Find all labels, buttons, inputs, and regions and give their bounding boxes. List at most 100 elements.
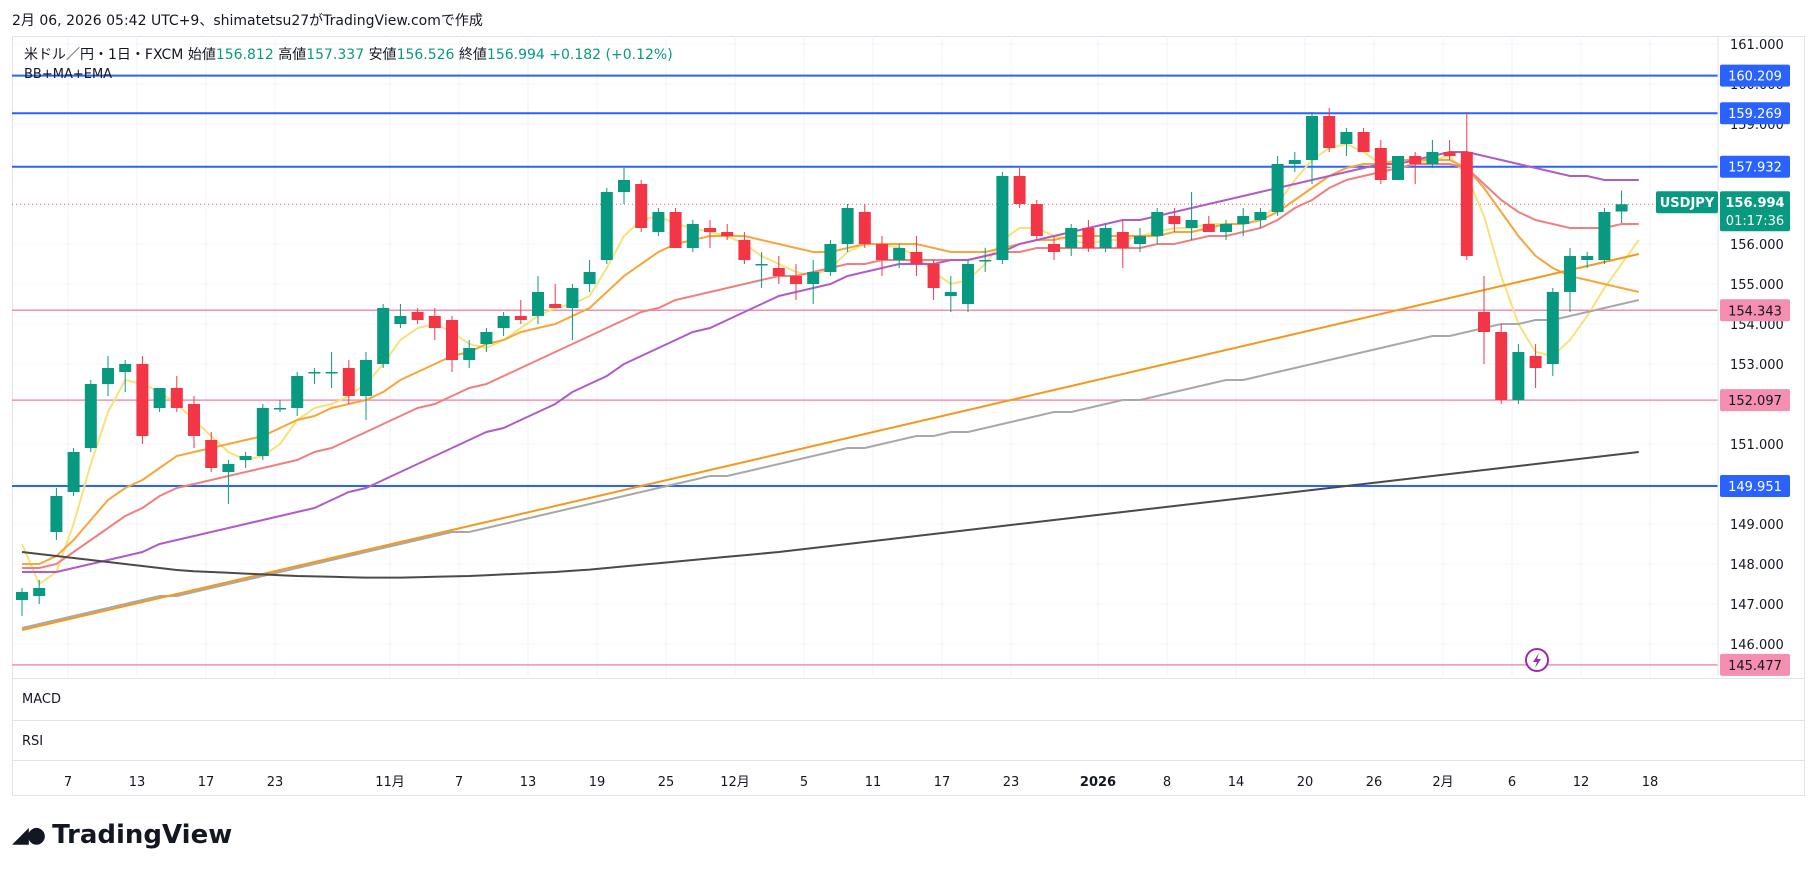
candle-body: [1082, 228, 1095, 248]
lightning-bolt: [1533, 653, 1541, 668]
candle-body: [927, 264, 940, 288]
tradingview-logo[interactable]: ◢● TradingView: [12, 820, 232, 850]
candle-body: [566, 288, 579, 308]
level-tag: [1720, 155, 1790, 178]
pane-separator[interactable]: [12, 720, 1805, 721]
candle-body: [600, 192, 613, 260]
candle-body: [635, 184, 648, 228]
candle-body: [16, 592, 28, 600]
candle-body: [480, 332, 493, 344]
candle-body: [1564, 256, 1576, 292]
candle-body: [1202, 224, 1215, 232]
candle-body: [428, 316, 441, 328]
pane-separator[interactable]: [12, 678, 1805, 679]
candle-body: [704, 228, 716, 232]
candle-body: [256, 408, 269, 456]
candle-body: [910, 252, 923, 264]
candle-body: [1426, 152, 1439, 164]
candle-body: [1323, 116, 1336, 148]
candle-body: [1306, 116, 1318, 160]
candle-body: [1460, 152, 1473, 256]
lightning-icon: [1525, 648, 1549, 672]
indicator-lines: [21, 142, 1640, 631]
price-tick-label: 149.000: [1730, 518, 1784, 533]
candle-body: [446, 320, 458, 360]
low-value: 156.526: [396, 47, 455, 63]
candle-body: [1512, 352, 1525, 400]
candle-body: [153, 388, 166, 408]
indicator-line: [21, 299, 1640, 629]
candles: [16, 108, 1628, 616]
candle-body: [1013, 176, 1026, 204]
candle-body: [1134, 236, 1146, 244]
level-tag: [1720, 299, 1790, 322]
candle-body: [1288, 160, 1301, 164]
time-tick-label: 2月: [1432, 775, 1453, 790]
high-label: 高値: [278, 47, 307, 63]
time-tick-label: 13: [129, 775, 146, 790]
time-tick-label: 7: [455, 775, 463, 790]
candle-body: [1065, 228, 1078, 248]
level-tag-value: 149.951: [1728, 480, 1782, 495]
level-tag-value: 159.269: [1728, 107, 1782, 122]
candle-body: [858, 212, 871, 244]
candle-body: [549, 304, 562, 308]
candle-body: [205, 440, 218, 468]
candle-body: [239, 456, 252, 460]
candle-body: [1168, 216, 1181, 224]
time-tick-label: 7: [64, 775, 72, 790]
brand-name: TradingView: [52, 820, 233, 850]
indicator-line: [21, 253, 1640, 631]
candle-body: [325, 372, 338, 374]
countdown-value: 01:17:36: [1726, 214, 1784, 229]
symbol-label[interactable]: 米ドル／円・1日・FXCM: [24, 47, 184, 63]
time-tick-label: 14: [1228, 775, 1245, 790]
candle-body: [772, 268, 785, 276]
level-tags: 160.209 159.269 157.932 154.343 152.097 149.9…: [1525, 64, 1790, 676]
candle-body: [67, 452, 80, 492]
time-tick-label: 23: [267, 775, 284, 790]
price-tick-label: 146.000: [1730, 638, 1784, 653]
indicator-label[interactable]: BB+MA+EMA: [24, 67, 113, 82]
candle-body: [84, 384, 97, 448]
candle-body: [136, 364, 149, 436]
candle-body: [1443, 152, 1456, 156]
level-tag-value: 145.477: [1728, 659, 1782, 674]
time-tick-label: 12月: [720, 775, 750, 790]
candle-body: [686, 224, 699, 248]
chart-caption: 2月 06, 2026 05:42 UTC+9、shimatetsu27がTra…: [12, 13, 483, 29]
candle-body: [1151, 212, 1164, 236]
time-tick-label: 5: [800, 775, 808, 790]
candle-body: [170, 388, 183, 408]
high-value: 157.337: [306, 47, 365, 63]
candle-body: [979, 260, 992, 262]
candle-body: [274, 408, 286, 410]
macd-pane-label[interactable]: MACD: [22, 692, 61, 707]
candle-body: [1598, 212, 1611, 260]
candle-body: [1254, 212, 1267, 220]
level-tag-value: 152.097: [1728, 394, 1782, 409]
indicator-line: [22, 163, 1639, 569]
indicator-line: [21, 451, 1639, 579]
symbol-tag: [1656, 191, 1718, 214]
candle-body: [669, 212, 682, 248]
candle-body: [1357, 132, 1370, 152]
candle-body: [944, 292, 957, 296]
candle-body: [1340, 132, 1353, 144]
candle-body: [119, 364, 132, 372]
grid: [12, 36, 1718, 676]
current-price-tag: [1720, 191, 1790, 232]
candle-body: [1185, 220, 1198, 228]
candle-body: [1546, 292, 1559, 364]
level-tag: [1720, 102, 1790, 125]
time-tick-label: 11月: [375, 775, 405, 790]
candle-body: [962, 264, 974, 304]
rsi-pane-label[interactable]: RSI: [22, 734, 44, 749]
candle-body: [790, 276, 802, 284]
candle-body: [50, 496, 63, 532]
open-label: 始値: [187, 47, 216, 63]
candle-body: [876, 244, 888, 260]
candle-body: [188, 404, 200, 436]
candle-body: [1409, 156, 1422, 164]
